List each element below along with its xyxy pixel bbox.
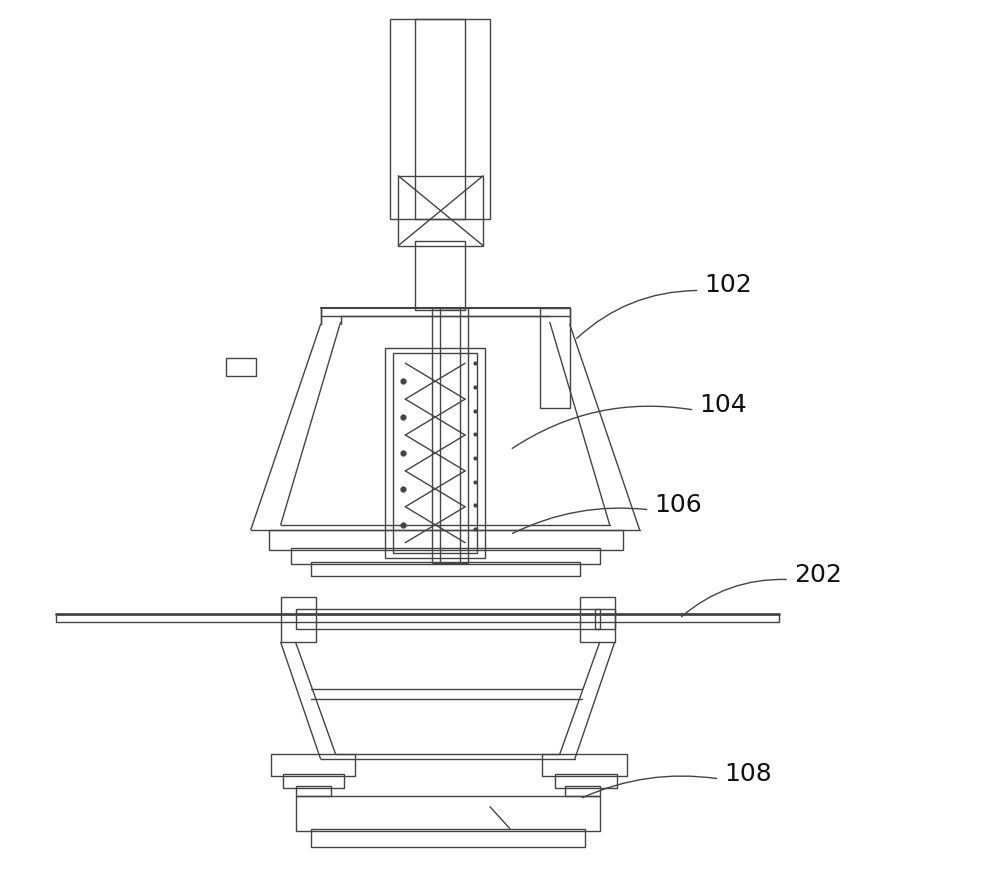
Bar: [385, 348, 485, 558]
Text: 202: 202: [794, 562, 842, 587]
Text: 104: 104: [699, 393, 747, 417]
Text: 102: 102: [704, 273, 752, 298]
Bar: [398, 175, 483, 245]
Bar: [291, 547, 600, 564]
Bar: [296, 786, 331, 796]
Bar: [311, 561, 580, 575]
Bar: [390, 19, 490, 219]
Bar: [226, 358, 256, 376]
Bar: [440, 308, 460, 562]
Bar: [296, 609, 600, 629]
Bar: [415, 241, 465, 311]
Bar: [555, 774, 617, 787]
Bar: [432, 308, 468, 562]
Text: 108: 108: [724, 762, 772, 786]
Bar: [296, 796, 600, 831]
Bar: [271, 754, 355, 776]
Text: 106: 106: [655, 492, 702, 517]
Bar: [393, 354, 477, 553]
Bar: [580, 597, 615, 643]
Bar: [283, 774, 344, 787]
Bar: [595, 609, 615, 629]
Bar: [565, 786, 600, 796]
Bar: [269, 530, 623, 550]
Bar: [540, 308, 570, 408]
Bar: [542, 754, 627, 776]
Bar: [281, 597, 316, 643]
Bar: [415, 19, 465, 219]
Bar: [311, 828, 585, 847]
